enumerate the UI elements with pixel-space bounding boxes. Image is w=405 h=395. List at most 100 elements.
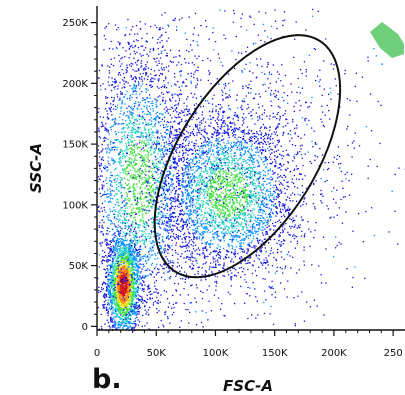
data-point <box>105 211 107 213</box>
data-point <box>133 278 136 280</box>
data-point <box>128 254 131 256</box>
data-point <box>216 247 218 249</box>
data-point <box>147 179 149 181</box>
data-point <box>119 308 121 310</box>
data-point <box>149 149 152 152</box>
data-point <box>145 165 147 167</box>
data-point <box>123 154 125 157</box>
data-point <box>122 283 125 285</box>
data-point <box>116 285 119 287</box>
data-point <box>121 178 123 180</box>
data-point <box>120 131 122 134</box>
data-point <box>106 182 108 185</box>
data-point <box>167 148 169 150</box>
data-point <box>132 312 135 314</box>
data-point <box>121 321 123 324</box>
data-point <box>131 131 133 133</box>
data-point <box>155 61 157 63</box>
data-point <box>156 86 158 88</box>
data-point <box>204 170 206 172</box>
data-point <box>149 237 152 239</box>
data-point <box>136 200 139 202</box>
data-point <box>121 292 124 294</box>
data-point <box>163 136 166 138</box>
data-point <box>118 248 120 250</box>
data-point <box>128 213 131 215</box>
data-point <box>157 233 160 235</box>
data-point <box>106 283 108 285</box>
data-point <box>140 195 142 197</box>
data-point <box>116 174 118 177</box>
data-point <box>145 191 147 194</box>
data-point <box>145 224 148 226</box>
data-point <box>116 249 118 251</box>
data-point <box>142 45 144 47</box>
data-point <box>144 168 146 170</box>
data-point <box>134 226 136 228</box>
data-point <box>148 151 150 153</box>
data-point <box>119 113 121 115</box>
data-point <box>130 257 132 259</box>
data-point <box>154 191 156 193</box>
data-point <box>139 187 141 189</box>
data-point <box>122 119 124 121</box>
data-point <box>178 123 180 125</box>
data-point <box>119 74 122 76</box>
data-point <box>105 179 107 181</box>
data-point <box>124 197 127 200</box>
data-point <box>144 142 146 144</box>
data-point <box>119 241 121 243</box>
data-point <box>109 248 112 250</box>
data-point <box>148 189 150 191</box>
data-point <box>119 163 121 165</box>
data-point <box>113 160 115 162</box>
data-point <box>106 102 108 104</box>
data-point <box>176 129 178 131</box>
data-point <box>126 240 128 242</box>
data-point <box>123 259 125 261</box>
data-point <box>213 164 215 166</box>
data-point <box>128 245 130 247</box>
data-point <box>116 93 118 96</box>
data-point <box>122 286 124 288</box>
data-point <box>195 231 197 233</box>
data-point <box>263 156 265 159</box>
data-point <box>113 86 115 88</box>
data-point <box>126 279 128 281</box>
data-point <box>133 189 135 192</box>
data-point <box>122 315 124 317</box>
data-point <box>124 273 126 275</box>
data-point <box>142 280 144 282</box>
data-point <box>107 302 110 304</box>
data-point <box>129 232 131 234</box>
data-point <box>170 121 172 123</box>
data-point <box>115 277 117 280</box>
data-point <box>135 235 138 237</box>
data-point <box>172 175 174 177</box>
data-point <box>203 117 205 119</box>
data-point <box>239 168 241 171</box>
data-point <box>107 280 109 282</box>
data-point <box>132 262 134 264</box>
data-point <box>121 128 123 130</box>
data-point <box>128 138 130 141</box>
data-point <box>106 304 109 306</box>
data-point <box>143 140 145 142</box>
data-point <box>143 160 145 162</box>
data-point <box>119 275 122 277</box>
data-point <box>143 277 145 279</box>
data-point <box>131 277 133 279</box>
data-point <box>125 245 127 248</box>
data-point <box>130 279 132 281</box>
data-point <box>247 229 249 231</box>
data-point <box>103 140 105 142</box>
data-point <box>135 294 137 296</box>
data-point <box>114 263 116 265</box>
data-point <box>111 274 114 276</box>
data-point <box>151 184 153 186</box>
data-point <box>139 263 141 265</box>
data-point <box>136 307 138 309</box>
data-point <box>125 281 127 284</box>
data-point <box>179 131 181 133</box>
data-point <box>141 157 144 159</box>
